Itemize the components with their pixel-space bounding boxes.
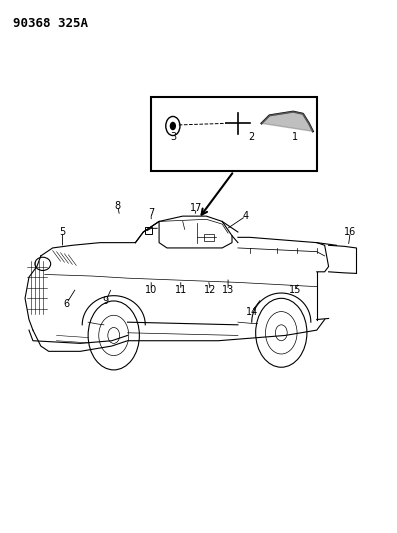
Text: 2: 2 bbox=[249, 132, 255, 142]
Text: 12: 12 bbox=[204, 285, 216, 295]
Polygon shape bbox=[262, 112, 313, 131]
Bar bbox=[151, 97, 317, 171]
Text: 90368 325A: 90368 325A bbox=[13, 17, 88, 30]
Text: 7: 7 bbox=[148, 208, 154, 219]
Text: 17: 17 bbox=[190, 203, 203, 213]
Circle shape bbox=[170, 122, 176, 130]
Bar bbox=[145, 227, 152, 233]
Text: 3: 3 bbox=[170, 132, 176, 142]
Text: 4: 4 bbox=[243, 211, 249, 221]
Text: 8: 8 bbox=[115, 200, 121, 211]
Text: 5: 5 bbox=[60, 227, 66, 237]
Text: 9: 9 bbox=[103, 296, 109, 306]
Text: 13: 13 bbox=[222, 285, 234, 295]
Text: 11: 11 bbox=[175, 285, 187, 295]
Text: 1: 1 bbox=[292, 132, 298, 142]
Text: 14: 14 bbox=[246, 306, 258, 317]
Text: 6: 6 bbox=[64, 298, 69, 309]
Bar bbox=[204, 234, 214, 240]
Text: 16: 16 bbox=[344, 227, 357, 237]
Text: 10: 10 bbox=[145, 285, 157, 295]
Text: 15: 15 bbox=[289, 285, 301, 295]
